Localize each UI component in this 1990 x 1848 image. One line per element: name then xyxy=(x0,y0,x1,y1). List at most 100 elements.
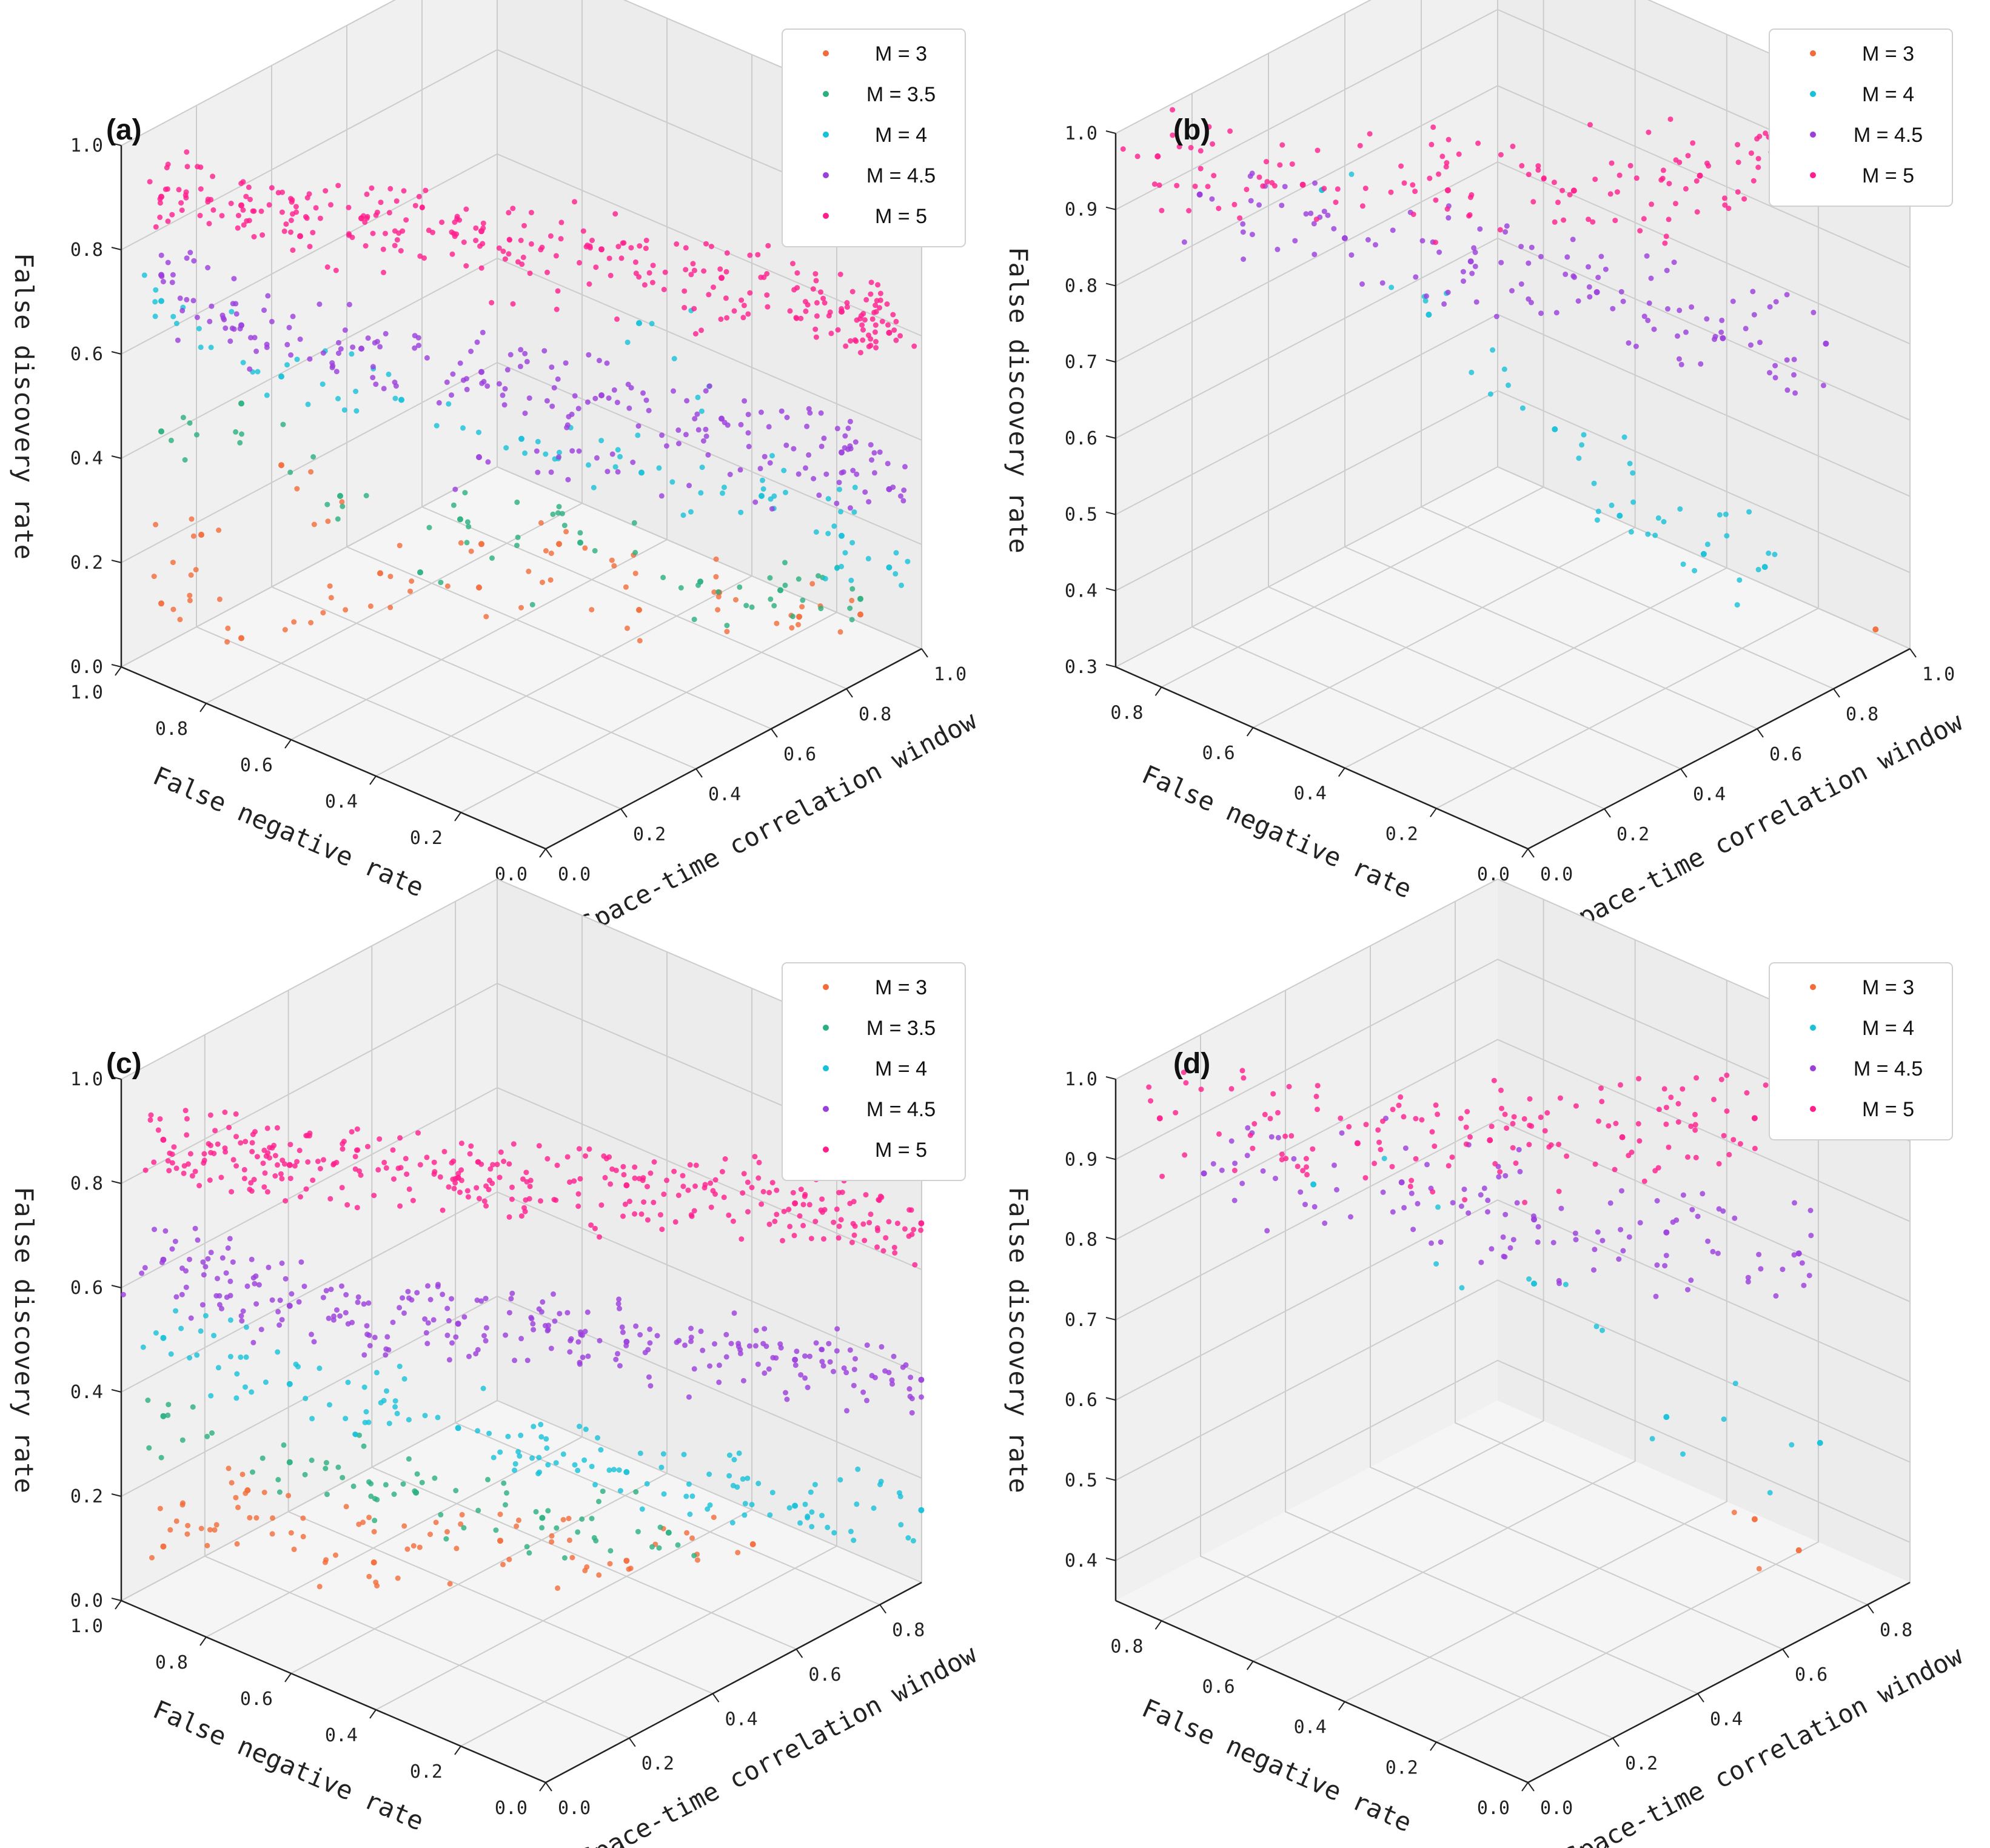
series-M-3 xyxy=(149,1465,756,1591)
data-point xyxy=(364,191,370,197)
data-point xyxy=(198,1328,204,1334)
data-point xyxy=(875,282,881,288)
data-point xyxy=(879,1344,885,1350)
data-point xyxy=(632,1164,638,1170)
data-point xyxy=(303,214,309,219)
data-point xyxy=(615,447,621,453)
data-point xyxy=(774,620,780,626)
data-point xyxy=(178,1325,184,1331)
data-point xyxy=(857,316,863,322)
data-point xyxy=(531,1424,537,1430)
z-axis-title: False discovery rate xyxy=(9,1187,39,1493)
data-point xyxy=(425,1283,430,1289)
data-point xyxy=(157,196,163,202)
data-point xyxy=(1497,1169,1503,1175)
data-point xyxy=(168,1351,174,1357)
data-point xyxy=(506,251,512,257)
data-point xyxy=(476,429,481,435)
data-point xyxy=(1673,201,1678,207)
data-point xyxy=(451,1185,457,1191)
data-point xyxy=(323,1460,329,1465)
data-point xyxy=(522,350,528,357)
data-point xyxy=(1481,1185,1487,1191)
data-point xyxy=(834,500,840,506)
data-point xyxy=(674,241,680,247)
data-point xyxy=(1240,221,1246,227)
data-point xyxy=(142,1265,148,1271)
data-point xyxy=(1430,124,1436,130)
data-point xyxy=(868,336,874,342)
data-point xyxy=(1526,1142,1532,1148)
data-point xyxy=(455,1321,461,1327)
data-point xyxy=(632,1211,638,1217)
data-point xyxy=(839,306,845,312)
data-point xyxy=(518,1213,524,1219)
data-point xyxy=(1592,1161,1598,1167)
y-tick-mark xyxy=(628,1738,636,1747)
data-point xyxy=(1694,178,1700,184)
data-point xyxy=(544,269,550,275)
data-point xyxy=(772,1219,778,1224)
data-point xyxy=(1134,153,1141,159)
x-tick-label: 0.6 xyxy=(1202,743,1235,764)
series-M-4-5 xyxy=(120,1225,925,1416)
data-point xyxy=(572,393,578,399)
data-point xyxy=(767,460,773,466)
data-point xyxy=(1201,1170,1207,1177)
data-point xyxy=(626,1566,632,1572)
data-point xyxy=(883,1235,889,1241)
data-point xyxy=(1388,189,1394,195)
legend-marker xyxy=(823,1147,829,1153)
data-point xyxy=(1535,163,1541,169)
data-point xyxy=(1645,318,1651,323)
data-point xyxy=(297,336,303,342)
data-point xyxy=(1606,1123,1612,1129)
data-point xyxy=(564,424,570,430)
data-point xyxy=(831,1219,837,1225)
data-point xyxy=(1612,1167,1618,1173)
series-M-4 xyxy=(141,272,911,588)
data-point xyxy=(823,471,829,477)
data-point xyxy=(1734,602,1740,608)
data-point xyxy=(478,541,484,547)
data-point xyxy=(1412,189,1418,195)
data-point xyxy=(1321,186,1327,192)
legend-label: M = 3 xyxy=(1862,976,1914,999)
data-point xyxy=(179,1265,185,1271)
data-point xyxy=(796,471,802,477)
data-point xyxy=(875,1227,880,1233)
data-point xyxy=(338,346,344,352)
data-point xyxy=(165,1158,171,1164)
data-point xyxy=(1526,260,1532,266)
data-point xyxy=(454,213,460,219)
data-point xyxy=(691,267,697,273)
data-point xyxy=(383,1352,389,1358)
data-point xyxy=(710,1188,716,1194)
data-point xyxy=(1311,221,1317,227)
y-tick-mark xyxy=(545,1782,552,1792)
data-point xyxy=(580,1354,586,1361)
z-tick-mark xyxy=(111,1180,122,1184)
data-point xyxy=(422,1413,428,1419)
y-tick-label: 0.4 xyxy=(1710,1709,1743,1730)
data-point xyxy=(205,196,211,203)
data-point xyxy=(1231,201,1238,207)
data-point xyxy=(1704,541,1710,547)
data-point xyxy=(1616,172,1623,178)
x-tick-mark xyxy=(1338,1701,1345,1711)
data-point xyxy=(739,297,745,303)
data-point xyxy=(226,1465,232,1471)
data-point xyxy=(1510,1145,1516,1151)
data-point xyxy=(276,1489,283,1495)
y-tick-mark xyxy=(620,808,628,818)
data-point xyxy=(243,1324,249,1330)
data-point xyxy=(1485,1197,1491,1204)
data-point xyxy=(1618,289,1624,295)
data-point xyxy=(157,1116,163,1122)
data-point xyxy=(707,1502,713,1508)
data-point xyxy=(539,1525,545,1531)
data-point xyxy=(1648,275,1654,281)
data-point xyxy=(825,496,831,502)
data-point xyxy=(386,210,392,216)
series-M-4 xyxy=(140,1308,925,1544)
